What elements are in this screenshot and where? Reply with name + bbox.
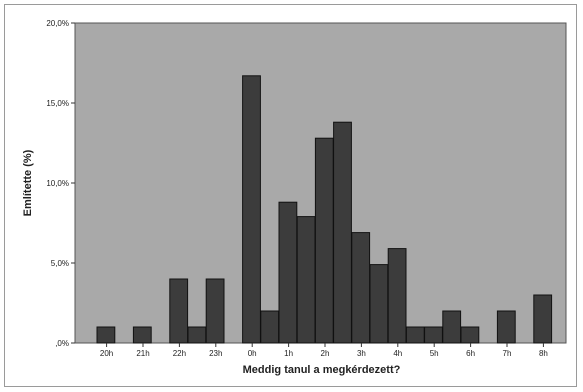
bar	[169, 278, 189, 344]
x-tick-label: 20h	[100, 349, 113, 358]
bar	[132, 326, 152, 344]
x-tick-label: 3h	[357, 349, 366, 358]
bar	[387, 248, 407, 344]
bar	[260, 310, 280, 344]
bar	[205, 278, 225, 344]
bar	[296, 216, 316, 344]
bar	[278, 201, 298, 344]
bar	[333, 121, 352, 344]
bar	[369, 264, 389, 344]
y-tick-label: ,0%	[55, 339, 69, 348]
x-tick-label: 0h	[248, 349, 257, 358]
y-tick-label: 20,0%	[46, 19, 69, 28]
x-tick-label: 5h	[430, 349, 439, 358]
x-tick-label: 22h	[173, 349, 186, 358]
bar	[314, 137, 334, 344]
y-tick-label: 5,0%	[51, 259, 69, 268]
x-tick-label: 6h	[466, 349, 475, 358]
bar	[460, 326, 480, 344]
x-tick-label: 7h	[503, 349, 512, 358]
bar	[442, 310, 462, 344]
x-tick-label: 21h	[136, 349, 149, 358]
x-tick-label: 1h	[284, 349, 293, 358]
y-tick-label: 15,0%	[46, 99, 69, 108]
axes-group: ,0% 5,0% 10,0% 15,0% 20,0% 20h 21h 22h 23h 0h 1h 2h…	[46, 19, 548, 358]
bar	[96, 326, 116, 344]
x-tick-label: 2h	[321, 349, 330, 358]
bar	[242, 75, 261, 344]
bars-group	[96, 75, 553, 344]
bar	[187, 326, 207, 344]
bar	[351, 232, 371, 344]
bar	[405, 326, 425, 344]
y-tick-label: 10,0%	[46, 179, 69, 188]
x-tick-label: 4h	[393, 349, 402, 358]
bar	[496, 310, 516, 344]
x-axis-label: Meddig tanul a megkérdezett?	[243, 364, 401, 376]
bar	[533, 294, 553, 344]
y-axis-label: Említette (%)	[22, 149, 34, 216]
x-tick-label: 8h	[539, 349, 548, 358]
bar	[424, 326, 443, 344]
x-tick-label: 23h	[209, 349, 222, 358]
